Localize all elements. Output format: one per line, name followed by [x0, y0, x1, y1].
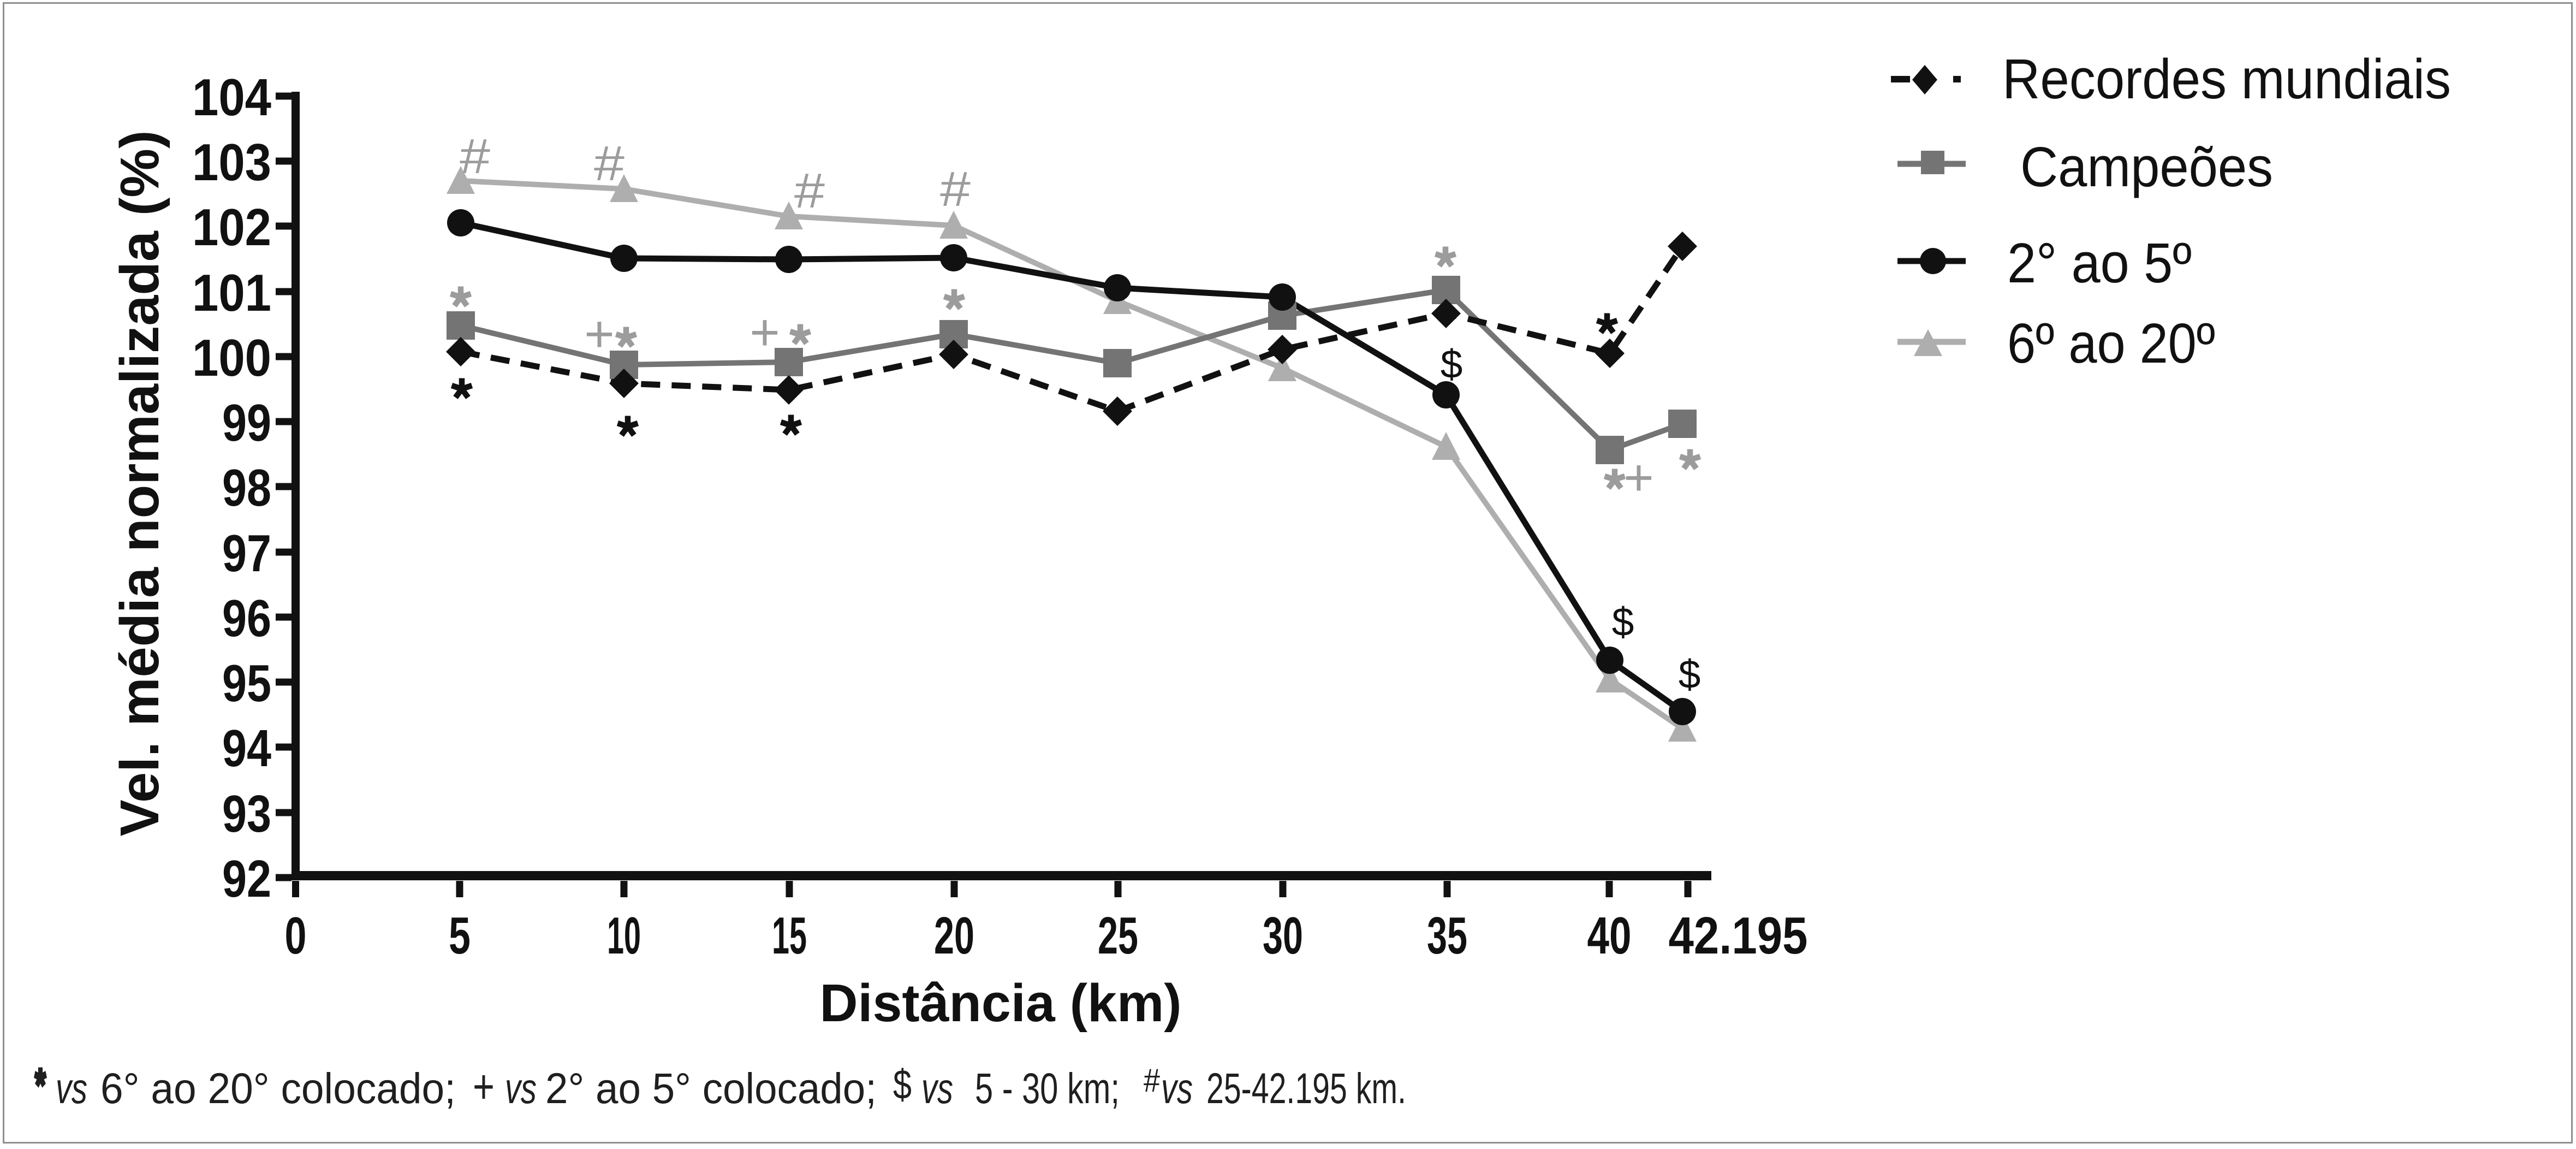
svg-text:97: 97 — [222, 524, 271, 583]
svg-text:#: # — [794, 164, 825, 218]
svg-text:Recordes mundiais: Recordes mundiais — [2002, 48, 2451, 110]
svg-text:+: + — [749, 304, 780, 362]
svg-text:35: 35 — [1427, 907, 1467, 965]
svg-text:#: # — [940, 162, 971, 217]
svg-text:40: 40 — [1587, 907, 1632, 965]
svg-text:vs: vs — [56, 1064, 87, 1112]
svg-text:$: $ — [893, 1062, 912, 1108]
svg-text:96: 96 — [222, 589, 271, 648]
svg-text:+: + — [473, 1059, 495, 1114]
svg-text:101: 101 — [192, 264, 271, 322]
svg-text:104: 104 — [192, 68, 271, 127]
svg-text:6° ao 20° colocado;: 6° ao 20° colocado; — [100, 1064, 456, 1112]
svg-text:$: $ — [1441, 342, 1463, 387]
svg-text:Campeões: Campeões — [2020, 135, 2273, 198]
svg-text:0: 0 — [285, 907, 307, 965]
svg-text:+: + — [1623, 449, 1653, 507]
svg-text:20: 20 — [934, 907, 974, 965]
svg-text:98: 98 — [222, 459, 271, 517]
svg-text:30: 30 — [1263, 907, 1303, 965]
svg-text:vs: vs — [1161, 1064, 1193, 1112]
svg-text:42.195: 42.195 — [1669, 907, 1808, 965]
svg-text:#: # — [594, 137, 624, 191]
svg-text:vs: vs — [505, 1064, 537, 1112]
svg-text:$: $ — [1612, 600, 1634, 644]
svg-text:10: 10 — [607, 907, 641, 965]
svg-text:92: 92 — [222, 850, 271, 908]
svg-text:#: # — [1144, 1062, 1161, 1099]
svg-text:#: # — [460, 129, 490, 184]
svg-text:93: 93 — [222, 785, 271, 843]
svg-text:Distância (km): Distância (km) — [819, 973, 1181, 1033]
svg-text:102: 102 — [192, 198, 271, 257]
svg-text:6º ao 20º: 6º ao 20º — [2007, 312, 2215, 375]
svg-text:95: 95 — [222, 654, 271, 713]
svg-text:5: 5 — [449, 907, 471, 965]
svg-text:15: 15 — [772, 907, 807, 965]
svg-text:2° ao 5° colocado;: 2° ao 5° colocado; — [545, 1064, 877, 1112]
svg-text:99: 99 — [222, 394, 271, 452]
svg-text:5 - 30 km;: 5 - 30 km; — [975, 1064, 1120, 1112]
svg-text:25: 25 — [1098, 907, 1138, 965]
svg-text:2° ao 5º: 2° ao 5º — [2007, 232, 2192, 294]
svg-text:$: $ — [1679, 653, 1701, 697]
svg-text:Vel. média normalizada (%): Vel. média normalizada (%) — [109, 131, 170, 837]
svg-text:94: 94 — [222, 719, 271, 778]
svg-text:25-42.195 km.: 25-42.195 km. — [1206, 1064, 1406, 1112]
svg-text:103: 103 — [192, 133, 271, 192]
svg-text:100: 100 — [192, 329, 271, 387]
svg-text:vs: vs — [921, 1064, 953, 1112]
svg-text:+: + — [584, 305, 614, 363]
